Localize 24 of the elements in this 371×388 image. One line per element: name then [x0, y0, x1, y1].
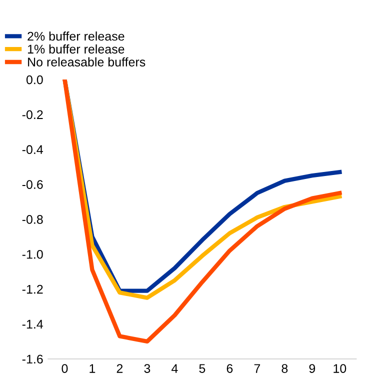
legend-label: 1% buffer release: [28, 44, 124, 54]
y-tick-label: -0.6: [22, 180, 43, 189]
x-tick-label: 9: [309, 364, 316, 373]
x-tick-label: 6: [226, 364, 233, 373]
y-tick-label: -1.0: [22, 250, 43, 259]
y-tick-label: -1.6: [22, 354, 43, 364]
legend-label: No releasable buffers: [28, 57, 146, 66]
y-tick-label: -0.2: [22, 110, 43, 120]
x-tick-label: 2: [116, 364, 123, 373]
x-tick-label: 3: [144, 364, 150, 373]
line-series: [62, 80, 342, 344]
x-tick-label: 5: [199, 364, 206, 373]
x-tick-label: 8: [282, 364, 288, 373]
legend-label: 2% buffer release: [28, 31, 124, 41]
x-tick-label: 0: [62, 364, 68, 373]
x-tick-label: 4: [172, 364, 178, 373]
y-tick-label: -0.4: [22, 145, 44, 154]
x-tick-label: 10: [334, 364, 346, 373]
y-tick-label: 0.0: [26, 75, 43, 84]
y-tick-label: -1.2: [22, 284, 43, 294]
x-tick-label: 7: [254, 364, 260, 373]
y-tick-label: -1.4: [22, 320, 44, 329]
y-tick-label: -0.8: [22, 215, 43, 224]
x-tick-label: 1: [90, 364, 96, 373]
